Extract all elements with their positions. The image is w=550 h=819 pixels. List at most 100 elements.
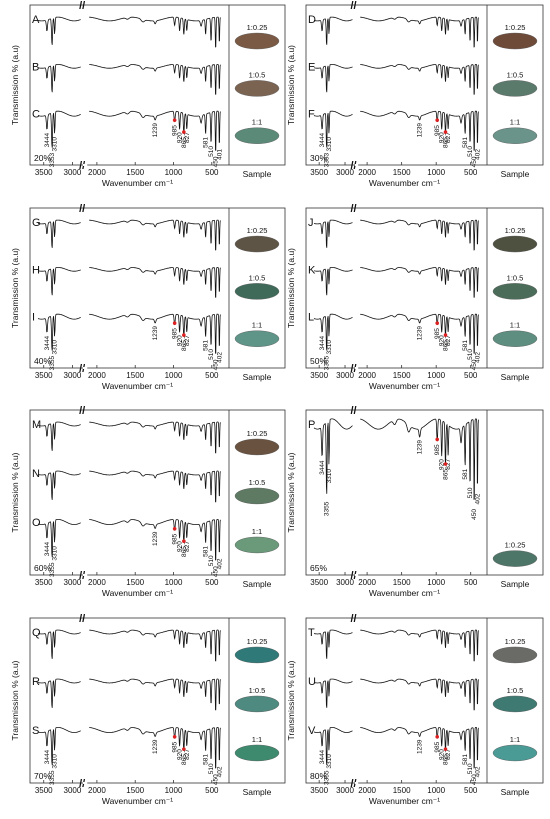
spectrum-line-T [313,629,353,659]
x-tick-label: 2000 [358,371,376,380]
peak-label: 827 [184,335,191,346]
curve-letter: H [32,264,40,276]
peak-label: 402 [474,493,481,504]
sample-ratio-label: 1:0.25 [505,541,526,550]
sample-swatch [234,283,280,300]
spectrum-line-H [89,267,221,298]
peak-label: 865 [181,137,188,148]
panel-percent-label: 70% [34,771,51,781]
curve-letter: K [308,264,316,276]
peak-label: 3444 [319,460,326,475]
axis-break-gap [354,574,359,576]
axis-break-gap [354,367,359,369]
x-tick-label: 3000 [64,168,82,177]
peak-label: 827 [184,749,191,760]
axis-break-top: // [79,203,85,215]
peak-label: 3310 [52,137,59,152]
axis-break-gap [83,164,88,166]
peak-label: 402 [216,766,223,777]
peak-label: 3444 [44,749,51,764]
curve-letter: E [308,61,315,73]
spectrum-line-S [37,727,81,766]
curve-letter: Q [32,627,41,639]
sample-label: Sample [243,787,272,797]
curve-letter: J [308,217,314,229]
spectrum-line-F [360,110,479,151]
sample-ratio-label: 1:1 [252,527,262,536]
peak-label: 865 [181,340,188,351]
peak-label: 3310 [52,754,59,769]
peak-label: 920 [177,335,184,346]
sample-ratio-label: 1:1 [510,321,520,330]
panel-percent-label: 60% [34,563,51,573]
x-tick-label: 500 [205,786,219,795]
peak-label: 865 [443,754,450,765]
panel-frame [29,4,286,166]
peak-marker [182,747,186,751]
panel-40: // // 3500 3000 2000 1500 1000 500 Wavenumber cm… [10,203,286,391]
sample-ratio-label: 1:1 [510,118,520,127]
sample-ratio-label: 1:0.5 [507,70,524,79]
spectrum-line-R [37,678,81,708]
peak-label: 581 [203,340,210,351]
peak-marker [435,321,440,325]
peak-marker [172,321,177,325]
peak-label: 3355 [324,770,331,785]
x-tick-label: 3500 [35,578,53,587]
panel-65: // // 3500 3000 2000 1500 1000 500 Wavenumber cm… [286,405,544,598]
peak-marker [443,462,448,466]
peak-label: 985 [434,741,441,752]
x-axis-label: Wavenumber cm⁻¹ [369,178,440,188]
peak-marker [443,747,448,751]
x-tick-label: 500 [205,578,219,587]
x-tick-label: 2000 [88,168,106,177]
sample-label: Sample [243,169,272,179]
sample-ratio-label: 1:0.25 [505,637,526,646]
panel-frame [29,207,286,369]
peak-marker [435,734,440,739]
sample-label: Sample [501,579,530,589]
peak-label: 450 [213,156,220,167]
sample-label: Sample [243,579,272,589]
sample-ratio-label: 1:0.25 [247,226,268,235]
spectrum-line-C [37,110,81,148]
spectrum-line-H [37,267,81,296]
x-tick-label: 1000 [427,168,445,177]
spectrum-line-S [89,727,221,769]
peak-label: 3353 [49,153,56,168]
peak-label: 510 [467,487,474,498]
panel-percent-label: 20% [34,153,51,163]
spectrum-line-J [313,219,353,248]
panel-frame [305,617,544,784]
peak-marker [172,526,177,531]
axis-break-top: // [350,0,356,12]
sample-ratio-label: 1:0.5 [249,70,266,79]
x-tick-label: 1000 [427,578,445,587]
curve-letter: C [32,109,40,121]
x-tick-label: 3500 [310,578,328,587]
x-axis-label: Wavenumber cm⁻¹ [369,588,440,598]
spectrum-line-U [360,678,479,711]
spectrum-line-K [360,267,479,298]
peak-label: 401 [216,149,223,160]
spectrum-line-L [313,313,353,351]
axis-break-bottom: // [79,160,85,172]
peak-label: 985 [172,741,179,752]
peak-label: 581 [203,754,210,765]
axis-break-bottom: // [350,160,356,172]
peak-label: 581 [203,137,210,148]
y-axis-label: Transmission % (a.u) [10,45,20,125]
sample-swatch [234,695,280,713]
peak-label: 402 [216,558,223,569]
x-tick-label: 500 [464,371,478,380]
x-tick-label: 2000 [358,578,376,587]
sample-ratio-label: 1:0.25 [505,226,526,235]
peak-label: 1239 [417,123,424,138]
peak-label: 581 [462,754,469,765]
peak-label: 3444 [319,749,326,764]
x-tick-label: 500 [205,168,219,177]
sample-swatch [492,330,538,347]
x-tick-label: 1000 [165,578,183,587]
spectrum-line-V [360,727,479,769]
